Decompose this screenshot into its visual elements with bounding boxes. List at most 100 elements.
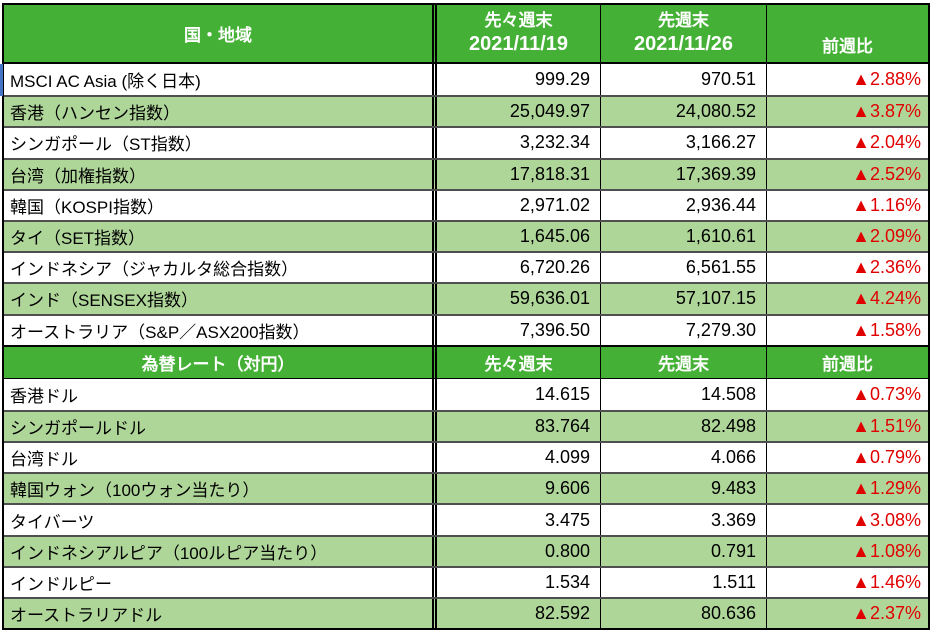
header-cell-fx-week-before-last[interactable]: 先々週末 bbox=[437, 346, 601, 378]
cell-selection-cursor bbox=[0, 64, 3, 96]
table-row: 香港（ハンセン指数） 25,049.97 24,080.52 ▲3.87% bbox=[4, 95, 928, 127]
value-week-before-last-cell[interactable]: 0.800 bbox=[437, 536, 601, 566]
row-label-cell[interactable]: シンガポール（ST指数） bbox=[4, 128, 437, 158]
value-last-week-cell[interactable]: 3.369 bbox=[601, 505, 767, 535]
weekly-change-cell[interactable]: ▲2.09% bbox=[767, 222, 928, 251]
weekly-change-cell[interactable]: ▲4.24% bbox=[767, 284, 928, 313]
weekly-change-cell[interactable]: ▲2.52% bbox=[767, 160, 928, 189]
value-last-week-cell[interactable]: 1.511 bbox=[601, 567, 767, 597]
value-last-week-cell[interactable]: 970.51 bbox=[601, 64, 767, 96]
value-week-before-last-cell[interactable]: 1,645.06 bbox=[437, 221, 601, 252]
value-week-before-last-cell-text: 82.592 bbox=[534, 603, 590, 624]
value-last-week-cell[interactable]: 82.498 bbox=[601, 411, 767, 442]
row-label-cell[interactable]: タイ（SET指数） bbox=[4, 221, 437, 252]
row-label-cell[interactable]: MSCI AC Asia (除く日本) bbox=[4, 64, 437, 96]
value-week-before-last-cell[interactable]: 9.606 bbox=[437, 474, 601, 504]
value-week-before-last-cell-text: 9.606 bbox=[544, 478, 590, 499]
value-last-week-cell-text: 7,279.30 bbox=[685, 319, 756, 340]
weekly-change-cell[interactable]: ▲0.79% bbox=[767, 443, 928, 472]
weekly-change-cell[interactable]: ▲2.36% bbox=[767, 253, 928, 282]
row-label-cell[interactable]: タイバーツ bbox=[4, 505, 437, 535]
weekly-change-cell[interactable]: ▲1.58% bbox=[767, 316, 928, 345]
row-label-cell-text: 韓国ウォン（100ウォン当たり） bbox=[10, 481, 260, 501]
weekly-change-cell[interactable]: ▲1.29% bbox=[767, 474, 928, 503]
header-cell-fx-last-week[interactable]: 先週末 bbox=[601, 346, 767, 378]
row-label-cell[interactable]: インド（SENSEX指数） bbox=[4, 284, 437, 314]
row-label-cell[interactable]: 台湾ドル bbox=[4, 443, 437, 473]
value-week-before-last-cell[interactable]: 14.615 bbox=[437, 378, 601, 410]
value-last-week-cell[interactable]: 7,279.30 bbox=[601, 315, 767, 345]
row-label-cell[interactable]: 香港（ハンセン指数） bbox=[4, 97, 437, 127]
value-week-before-last-cell[interactable]: 3,232.34 bbox=[437, 128, 601, 158]
value-week-before-last-cell[interactable]: 1.534 bbox=[437, 567, 601, 597]
weekly-change-cell[interactable]: ▲1.46% bbox=[767, 568, 928, 597]
row-label-cell[interactable]: 韓国ウォン（100ウォン当たり） bbox=[4, 474, 437, 504]
header-cell-last-week[interactable]: 先週末 2021/11/26 bbox=[601, 5, 767, 62]
value-last-week-cell-text: 1,610.61 bbox=[685, 226, 756, 247]
row-label-cell[interactable]: 香港ドル bbox=[4, 378, 437, 410]
header-cell-week-before-last[interactable]: 先々週末 2021/11/19 bbox=[437, 5, 601, 62]
value-week-before-last-cell[interactable]: 7,396.50 bbox=[437, 315, 601, 345]
row-label-cell[interactable]: インドネシアルピア（100ルピア当たり） bbox=[4, 536, 437, 566]
row-label-cell[interactable]: オーストラリア（S&P／ASX200指数） bbox=[4, 315, 437, 345]
header-cell-fx-rate[interactable]: 為替レート（対円） bbox=[4, 346, 437, 378]
value-week-before-last-cell[interactable]: 6,720.26 bbox=[437, 253, 601, 283]
header-cell-weekly-change[interactable]: 前週比 bbox=[767, 5, 928, 62]
fx-section: 香港ドル 14.615 14.508 ▲0.73% シンガポールドル 83.764 82.4… bbox=[4, 378, 928, 629]
weekly-change-cell[interactable]: ▲2.88% bbox=[767, 64, 928, 95]
value-week-before-last-cell[interactable]: 999.29 bbox=[437, 64, 601, 96]
value-last-week-cell[interactable]: 24,080.52 bbox=[601, 97, 767, 127]
indices-header-row: 国・地域 先々週末 2021/11/19 先週末 2021/11/26 前週比 bbox=[4, 5, 928, 64]
weekly-change-cell-text: ▲0.79% bbox=[852, 447, 921, 468]
weekly-change-cell[interactable]: ▲1.16% bbox=[767, 191, 928, 220]
value-week-before-last-cell[interactable]: 83.764 bbox=[437, 411, 601, 442]
value-week-before-last-cell[interactable]: 17,818.31 bbox=[437, 159, 601, 189]
row-label-cell[interactable]: オーストラリアドル bbox=[4, 599, 437, 629]
row-label-cell[interactable]: シンガポールドル bbox=[4, 411, 437, 442]
row-label-cell-text: タイバーツ bbox=[10, 512, 95, 532]
header-cell-fx-weekly-change[interactable]: 前週比 bbox=[767, 347, 928, 378]
value-week-before-last-cell[interactable]: 59,636.01 bbox=[437, 284, 601, 314]
value-week-before-last-cell[interactable]: 3.475 bbox=[437, 505, 601, 535]
value-week-before-last-cell-text: 1,645.06 bbox=[519, 226, 590, 247]
value-last-week-cell[interactable]: 0.791 bbox=[601, 536, 767, 566]
value-week-before-last-cell-text: 59,636.01 bbox=[509, 288, 590, 309]
row-label-cell[interactable]: インドルピー bbox=[4, 567, 437, 597]
value-last-week-cell-text: 3.369 bbox=[710, 509, 756, 530]
value-last-week-cell-text: 6,561.55 bbox=[685, 257, 756, 278]
header-cell-region[interactable]: 国・地域 bbox=[4, 5, 437, 62]
weekly-change-cell[interactable]: ▲1.51% bbox=[767, 412, 928, 441]
value-last-week-cell[interactable]: 17,369.39 bbox=[601, 159, 767, 189]
value-last-week-cell[interactable]: 57,107.15 bbox=[601, 284, 767, 314]
value-last-week-cell[interactable]: 14.508 bbox=[601, 378, 767, 410]
last-week-date: 2021/11/26 bbox=[634, 32, 733, 55]
value-week-before-last-cell[interactable]: 2,971.02 bbox=[437, 190, 601, 220]
value-last-week-cell[interactable]: 80.636 bbox=[601, 599, 767, 629]
table-row: インドネシアルピア（100ルピア当たり） 0.800 0.791 ▲1.08% bbox=[4, 534, 928, 566]
value-last-week-cell[interactable]: 1,610.61 bbox=[601, 221, 767, 252]
value-last-week-cell[interactable]: 4.066 bbox=[601, 443, 767, 473]
value-last-week-cell-text: 57,107.15 bbox=[675, 288, 756, 309]
value-last-week-cell[interactable]: 6,561.55 bbox=[601, 253, 767, 283]
week-before-last-label: 先々週末 bbox=[484, 11, 553, 31]
weekly-change-cell-text: ▲1.29% bbox=[852, 478, 921, 499]
value-last-week-cell-text: 0.791 bbox=[710, 540, 756, 561]
value-week-before-last-cell-text: 83.764 bbox=[534, 415, 590, 436]
weekly-change-cell[interactable]: ▲1.08% bbox=[767, 537, 928, 566]
value-week-before-last-cell[interactable]: 82.592 bbox=[437, 599, 601, 629]
table-row: タイバーツ 3.475 3.369 ▲3.08% bbox=[4, 503, 928, 535]
weekly-change-cell[interactable]: ▲2.04% bbox=[767, 128, 928, 157]
weekly-change-cell[interactable]: ▲2.37% bbox=[767, 599, 928, 628]
weekly-change-cell[interactable]: ▲3.08% bbox=[767, 505, 928, 534]
row-label-cell[interactable]: 韓国（KOSPI指数） bbox=[4, 190, 437, 220]
weekly-change-cell[interactable]: ▲3.87% bbox=[767, 97, 928, 126]
value-week-before-last-cell[interactable]: 25,049.97 bbox=[437, 97, 601, 127]
value-last-week-cell[interactable]: 3,166.27 bbox=[601, 128, 767, 158]
weekly-change-cell[interactable]: ▲0.73% bbox=[767, 379, 928, 410]
row-label-cell[interactable]: インドネシア（ジャカルタ総合指数） bbox=[4, 253, 437, 283]
row-label-cell[interactable]: 台湾（加権指数） bbox=[4, 159, 437, 189]
value-last-week-cell[interactable]: 9.483 bbox=[601, 474, 767, 504]
value-last-week-cell-text: 82.498 bbox=[700, 415, 756, 436]
value-week-before-last-cell[interactable]: 4.099 bbox=[437, 443, 601, 473]
value-last-week-cell[interactable]: 2,936.44 bbox=[601, 190, 767, 220]
